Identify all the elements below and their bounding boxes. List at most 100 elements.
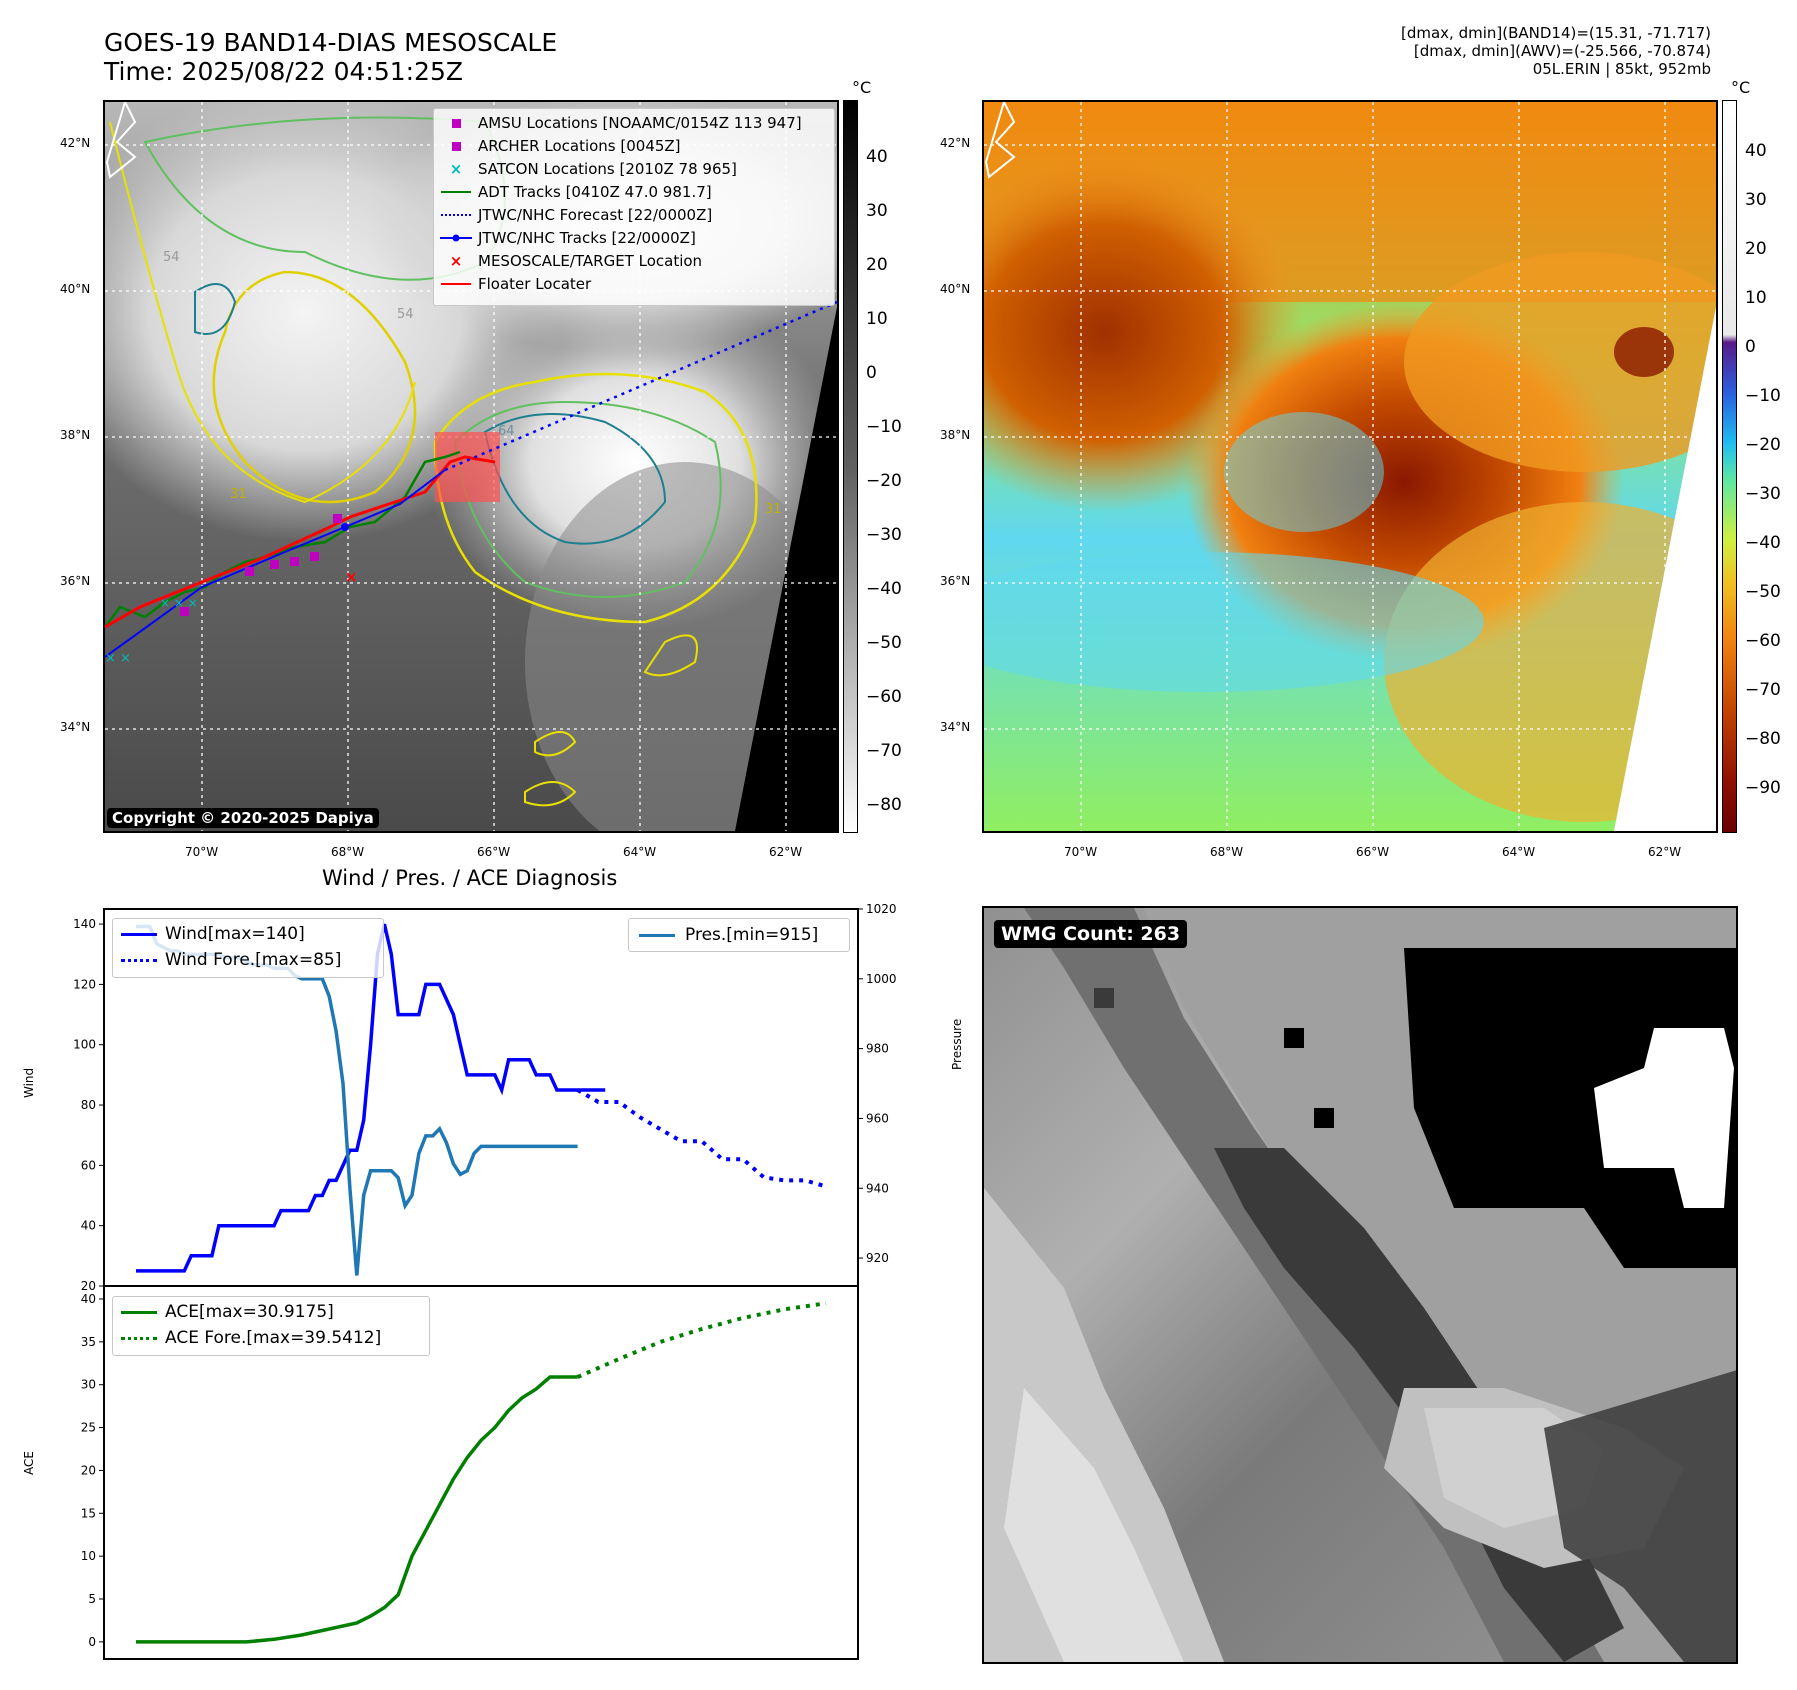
ir-cb-tick: −20 — [866, 471, 902, 491]
enhanced-cb-tick: −40 — [1745, 533, 1781, 553]
wmg-count-badge: WMG Count: 263 — [994, 920, 1188, 948]
contour-label: 31 — [230, 487, 247, 502]
ir-cb-tick: −30 — [866, 525, 902, 545]
wind-y-tick: 20 — [81, 1279, 96, 1293]
ace-y-tick: 0 — [88, 1635, 96, 1649]
contour-label: 54 — [163, 250, 180, 265]
lat-tick: 36°N — [940, 574, 971, 588]
legend-entry-adt: ADT Tracks [0410Z 47.0 981.7] — [434, 181, 712, 203]
lon-tick: 62°W — [769, 845, 803, 859]
enhanced-colorbar-unit: °C — [1731, 78, 1751, 97]
wind-y-tick: 60 — [81, 1158, 96, 1172]
enhanced-cb-tick: 10 — [1745, 288, 1767, 308]
wind-y-tick: 100 — [73, 1038, 96, 1052]
enhanced-cb-tick: 40 — [1745, 141, 1767, 161]
wind-y-tick: 120 — [73, 977, 96, 991]
lon-tick: 66°W — [477, 845, 511, 859]
enhanced-cb-tick: −10 — [1745, 386, 1781, 406]
ir-cb-tick: −10 — [866, 417, 902, 437]
ace-series-line — [136, 1375, 578, 1644]
enhanced-map-image — [984, 102, 1716, 831]
enhanced-cb-tick: −30 — [1745, 484, 1781, 504]
lon-tick: 64°W — [623, 845, 657, 859]
enhanced-cb-tick: 20 — [1745, 239, 1767, 259]
enhanced-cb-tick: 30 — [1745, 190, 1767, 210]
lon-tick: 68°W — [331, 845, 365, 859]
ace-y-tick: 5 — [88, 1592, 96, 1606]
svg-text:× ×: × × — [105, 651, 131, 666]
legend-entry-archer: ARCHER Locations [0045Z] — [434, 135, 681, 157]
legend-entry-jtwc-forecast: JTWC/NHC Forecast [22/0000Z] — [434, 204, 712, 226]
svg-text:× × ×: × × × — [160, 596, 198, 610]
legend-entry-mesoscale-target: × MESOSCALE/TARGET Location — [449, 252, 703, 270]
legend-entry-ace-forecast: ACE Fore.[max=39.5412] — [113, 1327, 381, 1349]
ir-map-panel: × × × × × × 54 54 64 31 31 AMSU Location… — [103, 100, 839, 833]
wind-legend: Wind[max=140] Wind Fore.[max=85] — [112, 918, 384, 978]
dmax-band14: [dmax, dmin](BAND14)=(15.31, -71.717) — [1400, 24, 1711, 42]
enhanced-cb-tick: −50 — [1745, 582, 1781, 602]
lon-tick: 68°W — [1210, 845, 1244, 859]
ir-cb-tick: −40 — [866, 579, 902, 599]
lon-tick: 66°W — [1356, 845, 1390, 859]
lat-tick: 38°N — [940, 428, 971, 442]
enhanced-cb-tick: −90 — [1745, 778, 1781, 798]
enhanced-cb-tick: −70 — [1745, 680, 1781, 700]
ir-cb-tick: 40 — [866, 147, 888, 167]
lat-tick: 42°N — [60, 136, 91, 150]
enhanced-map-panel — [982, 100, 1718, 833]
ace-y-tick: 10 — [81, 1549, 96, 1563]
pressure-axis-label: Pressure — [950, 1018, 964, 1070]
legend-entry-amsu: AMSU Locations [NOAAMC/0154Z 113 947] — [434, 112, 802, 134]
figure-title: GOES-19 BAND14-DIAS MESOSCALE — [104, 28, 558, 57]
lat-tick: 42°N — [940, 136, 971, 150]
ir-cb-tick: −60 — [866, 687, 902, 707]
ace-y-tick: 40 — [81, 1292, 96, 1306]
wind-y-tick: 140 — [73, 917, 96, 931]
legend-entry-jtwc-tracks: JTWC/NHC Tracks [22/0000Z] — [434, 227, 696, 249]
header-info: [dmax, dmin](BAND14)=(15.31, -71.717) [d… — [1401, 24, 1711, 78]
legend-entry-pressure: Pres.[min=915] — [629, 924, 818, 946]
ir-colorbar — [843, 100, 858, 833]
diagnosis-chart: 1401201008060402010201000980960940920403… — [73, 902, 897, 1660]
ace-y-tick: 15 — [81, 1506, 96, 1520]
ace-y-tick: 25 — [81, 1421, 96, 1435]
lon-tick: 62°W — [1648, 845, 1682, 859]
enhanced-cb-tick: −20 — [1745, 435, 1781, 455]
contour-label: 31 — [765, 502, 782, 517]
legend-entry-wind-forecast: Wind Fore.[max=85] — [113, 949, 341, 971]
ace-y-tick: 20 — [81, 1463, 96, 1477]
pressure-y-tick: 940 — [866, 1181, 889, 1195]
ace-forecast-series-line — [576, 1301, 827, 1379]
jtwc-track — [105, 469, 446, 658]
lon-tick: 70°W — [1064, 845, 1098, 859]
ir-cb-tick: −70 — [866, 741, 902, 761]
pressure-y-tick: 1020 — [866, 902, 897, 916]
ir-colorbar-unit: °C — [852, 78, 872, 97]
ir-cb-tick: 20 — [866, 255, 888, 275]
ir-legend: AMSU Locations [NOAAMC/0154Z 113 947] AR… — [433, 108, 835, 306]
ace-legend: ACE[max=30.9175] ACE Fore.[max=39.5412] — [112, 1296, 430, 1356]
wmg-image — [984, 908, 1736, 1662]
ace-y-tick: 35 — [81, 1335, 96, 1349]
enhanced-colorbar — [1722, 100, 1737, 833]
wind-y-tick: 80 — [81, 1098, 96, 1112]
contour-label: 54 — [397, 307, 414, 322]
copyright-badge: Copyright © 2020-2025 Dapiya — [107, 808, 379, 828]
diagnosis-title: Wind / Pres. / ACE Diagnosis — [322, 866, 618, 890]
ir-cb-tick: 10 — [866, 309, 888, 329]
wind-series-line — [136, 923, 606, 1273]
contour-label: 64 — [498, 424, 515, 439]
pressure-legend: Pres.[min=915] — [628, 918, 850, 952]
pressure-y-tick: 1000 — [866, 972, 897, 986]
legend-entry-ace: ACE[max=30.9175] — [113, 1301, 334, 1323]
lat-tick: 34°N — [940, 720, 971, 734]
lat-tick: 40°N — [940, 282, 971, 296]
ir-cb-tick: −50 — [866, 633, 902, 653]
svg-text:×: × — [345, 568, 358, 586]
pressure-y-tick: 980 — [866, 1042, 889, 1056]
lon-tick: 70°W — [185, 845, 219, 859]
lon-tick: 64°W — [1502, 845, 1536, 859]
floater-track — [105, 455, 496, 629]
wind-y-tick: 40 — [81, 1219, 96, 1233]
legend-entry-satcon: × SATCON Locations [2010Z 78 965] — [449, 160, 737, 178]
